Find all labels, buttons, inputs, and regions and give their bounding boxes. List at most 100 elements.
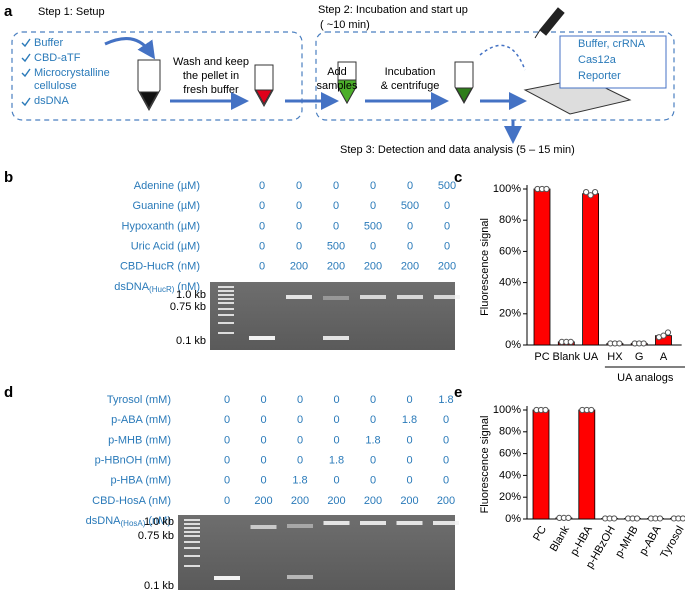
step-text: & centrifuge: [381, 80, 440, 92]
ladder-band: [184, 531, 200, 533]
ladder-band: [218, 302, 234, 304]
row-label: Tyrosol (mM): [107, 394, 171, 406]
ladder-band: [184, 519, 200, 521]
cell: 0: [296, 200, 302, 212]
gel-band: [323, 336, 349, 340]
row-label: Uric Acid (µM): [131, 241, 200, 253]
y-tick-label: 20%: [499, 308, 521, 320]
step-text: the pellet in: [183, 70, 239, 82]
cell: 0: [259, 200, 265, 212]
y-tick-label: 40%: [499, 277, 521, 289]
cell: 0: [296, 220, 302, 232]
cell: 0: [333, 434, 339, 446]
row-label: CBD-HucR (nM): [120, 261, 200, 273]
cell: 0: [297, 394, 303, 406]
ladder-band: [218, 294, 234, 296]
ladder-band: [218, 332, 234, 334]
gel-band: [286, 295, 312, 299]
reagent-box: [559, 35, 667, 89]
row-label: Hypoxanth (µM): [122, 220, 200, 232]
y-axis-title: Fluorescence signal: [479, 416, 491, 514]
row-label: p-HBA (mM): [111, 475, 172, 487]
gel-band: [214, 576, 240, 580]
cell: 0: [370, 414, 376, 426]
cell: 0: [224, 475, 230, 487]
cell: 0: [297, 434, 303, 446]
panel-letter: c: [454, 169, 462, 186]
cell: 0: [370, 455, 376, 467]
gel-band: [287, 575, 313, 579]
replicate-dot: [565, 514, 572, 522]
replicate-dot: [587, 192, 594, 199]
bar: [582, 193, 599, 346]
cell: 500: [327, 241, 345, 253]
cell: 0: [370, 180, 376, 192]
cell: 0: [259, 241, 265, 253]
x-tick-label: PC: [531, 524, 549, 543]
flow-arrow: [104, 37, 156, 60]
row-label-sub: (HosA): [121, 519, 146, 528]
row-label: dsDNA(HosA) (nM): [86, 515, 171, 528]
replicate-dot: [616, 340, 623, 347]
cell: 0: [224, 394, 230, 406]
cell: 0: [333, 414, 339, 426]
replicate-dot: [583, 189, 590, 196]
ladder-band: [184, 565, 200, 567]
row-label: CBD-HosA (nM): [92, 495, 171, 507]
cell: 1.8: [365, 434, 380, 446]
setup-item: dsDNA: [34, 95, 70, 107]
cell: 0: [333, 200, 339, 212]
cell: 200: [400, 495, 418, 507]
x-tick-label: Blank: [548, 524, 572, 554]
cell: 0: [333, 220, 339, 232]
cell: 0: [407, 220, 413, 232]
replicate-dot: [543, 185, 550, 193]
panel-letter: a: [4, 3, 13, 20]
group-label: UA analogs: [617, 372, 674, 384]
cell: 0: [260, 434, 266, 446]
cell: 0: [406, 475, 412, 487]
gel-band: [434, 295, 460, 299]
gel-band: [396, 521, 423, 525]
gel-size-label: 0.1 kb: [176, 335, 206, 347]
ladder-band: [218, 286, 234, 288]
y-tick-label: 0%: [505, 513, 521, 525]
cell: 0: [260, 475, 266, 487]
cell: 0: [444, 200, 450, 212]
cell: 0: [444, 241, 450, 253]
row-label: p-ABA (mM): [111, 414, 171, 426]
y-tick-label: 60%: [499, 245, 521, 257]
cell: 0: [297, 455, 303, 467]
setup-item: Buffer: [34, 37, 63, 49]
cell: 0: [333, 394, 339, 406]
ladder-band: [184, 547, 200, 549]
row-label-sub: (HucR): [149, 285, 175, 294]
flow-arrow: [479, 44, 526, 71]
y-tick-label: 100%: [493, 183, 521, 195]
step-title: Step 2: Incubation and start up: [318, 4, 468, 16]
panel-letter: d: [4, 384, 13, 401]
step-text: fresh buffer: [183, 84, 239, 96]
cell: 0: [296, 180, 302, 192]
setup-box: [11, 31, 303, 121]
step-title: Step 3: Detection and data analysis (5 –…: [340, 144, 575, 156]
ladder-band: [184, 535, 200, 537]
row-label-main: dsDNA: [86, 515, 122, 527]
panel-letter: b: [4, 169, 13, 186]
cell: 0: [224, 495, 230, 507]
gel-size-label: 1.0 kb: [176, 289, 206, 301]
x-tick-label: G: [635, 351, 644, 363]
gel-band: [249, 336, 275, 340]
row-label: p-HBnOH (mM): [95, 455, 171, 467]
panel-letter: e: [454, 384, 462, 401]
cell: 0: [224, 434, 230, 446]
bar: [578, 409, 596, 520]
y-tick-label: 0%: [505, 339, 521, 351]
replicate-dot: [542, 406, 549, 414]
gel-band: [323, 296, 349, 300]
ladder-band: [218, 308, 234, 310]
y-tick-label: 80%: [499, 426, 521, 438]
cell: 1.8: [438, 394, 453, 406]
cell: 200: [364, 495, 382, 507]
